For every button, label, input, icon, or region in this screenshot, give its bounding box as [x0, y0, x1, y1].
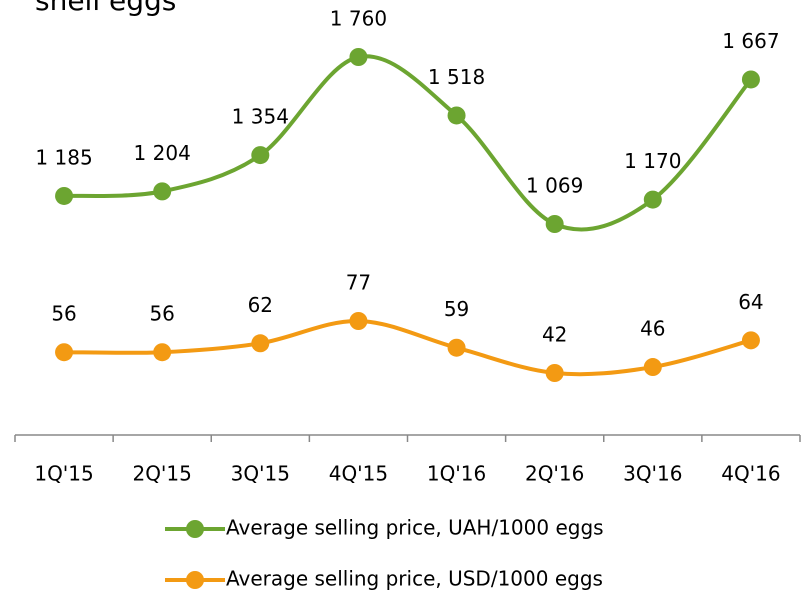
marker	[545, 215, 564, 233]
data-label: 59	[444, 297, 469, 321]
data-label: 1 185	[35, 145, 92, 169]
data-label: 1 760	[330, 7, 387, 31]
marker	[447, 106, 466, 125]
data-label: 46	[640, 317, 665, 341]
marker	[643, 190, 662, 209]
data-label: 56	[149, 302, 174, 326]
x-tick-label: 3Q'15	[231, 462, 290, 486]
data-label: 64	[738, 290, 763, 314]
x-tick-label: 2Q'15	[132, 462, 191, 486]
marker	[447, 338, 466, 357]
legend-label: Average selling price, USD/1000 eggs	[226, 567, 603, 591]
data-label: 1 069	[526, 174, 583, 198]
marker	[741, 70, 760, 89]
x-tick-label: 4Q'15	[329, 462, 388, 486]
data-label: 1 204	[134, 141, 191, 165]
legend-label: Average selling price, UAH/1000 eggs	[226, 516, 604, 540]
marker	[153, 343, 172, 362]
marker	[349, 48, 368, 66]
x-tick-label: 1Q'16	[427, 462, 486, 486]
marker	[251, 334, 270, 353]
x-tick-label: 1Q'15	[34, 462, 93, 486]
data-label: 56	[51, 302, 76, 326]
data-label: 42	[542, 323, 567, 347]
legend-marker	[186, 520, 204, 538]
data-label: 1 667	[722, 29, 779, 53]
marker	[545, 364, 564, 382]
marker	[251, 146, 270, 165]
x-tick-label: 2Q'16	[525, 462, 584, 486]
data-label: 1 170	[624, 149, 681, 173]
data-label: 1 354	[232, 105, 289, 129]
chart-title: shell eggs	[35, 0, 176, 17]
x-tick-label: 4Q'16	[721, 462, 780, 486]
x-tick-label: 3Q'16	[623, 462, 682, 486]
legend-marker	[186, 571, 204, 589]
marker	[55, 186, 74, 205]
marker	[349, 312, 368, 330]
marker	[643, 358, 662, 377]
data-label: 62	[248, 293, 273, 317]
marker	[55, 343, 74, 362]
data-label: 1 518	[428, 65, 485, 89]
marker	[153, 182, 172, 201]
data-label: 77	[346, 271, 371, 295]
marker	[741, 331, 760, 350]
